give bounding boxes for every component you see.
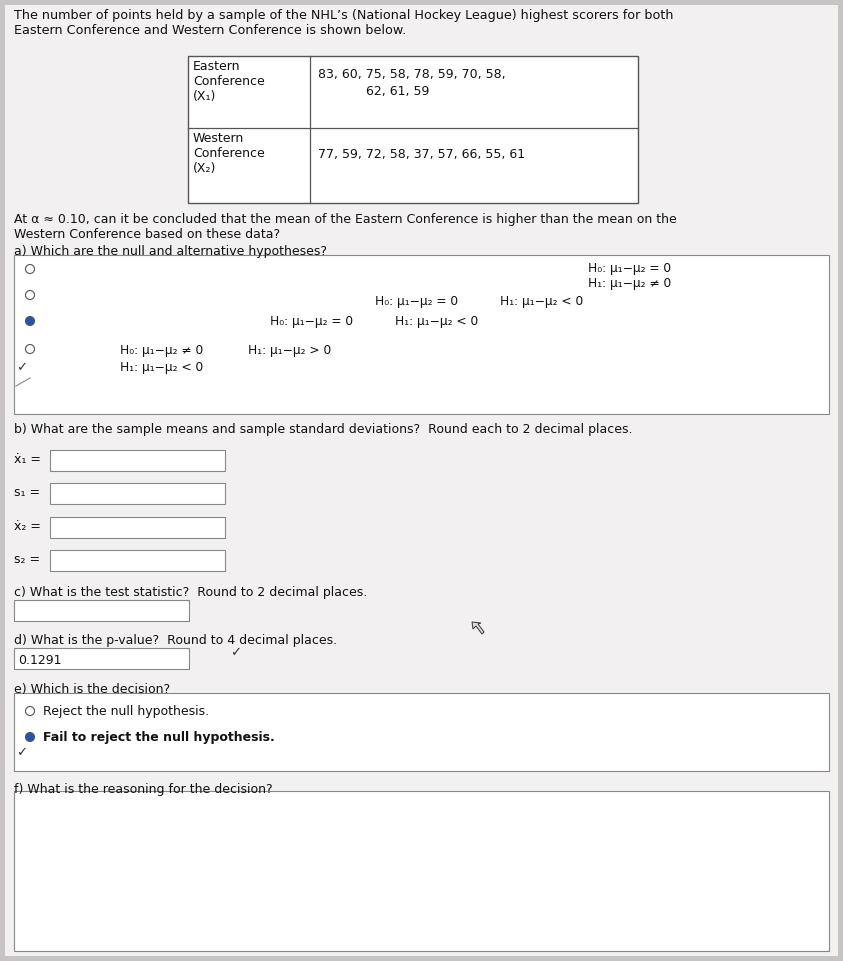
Text: Western
Conference
(X₂): Western Conference (X₂) <box>193 132 265 175</box>
Text: Fail to reject the null hypothesis.: Fail to reject the null hypothesis. <box>43 731 275 744</box>
Text: 62, 61, 59: 62, 61, 59 <box>318 85 429 98</box>
Bar <box>14 693 829 771</box>
Text: b) What are the sample means and sample standard deviations?  Round each to 2 de: b) What are the sample means and sample … <box>14 423 632 436</box>
Text: ✓: ✓ <box>16 746 27 759</box>
Text: The number of points held by a sample of the NHL’s (National Hockey League) high: The number of points held by a sample of… <box>14 9 674 37</box>
Bar <box>14 648 189 669</box>
Text: H₁: μ₁−μ₂ < 0: H₁: μ₁−μ₂ < 0 <box>395 315 478 328</box>
Text: 83, 60, 75, 58, 78, 59, 70, 58,: 83, 60, 75, 58, 78, 59, 70, 58, <box>318 68 506 81</box>
Text: H₀: μ₁−μ₂ = 0: H₀: μ₁−μ₂ = 0 <box>588 262 671 275</box>
Text: f) What is the reasoning for the decision?: f) What is the reasoning for the decisio… <box>14 783 272 796</box>
Text: H₀: μ₁−μ₂ ≠ 0: H₀: μ₁−μ₂ ≠ 0 <box>120 344 203 357</box>
Bar <box>14 600 189 621</box>
Text: ✓: ✓ <box>16 361 27 374</box>
Text: At α ≈ 0.10, can it be concluded that the mean of the Eastern Conference is high: At α ≈ 0.10, can it be concluded that th… <box>14 213 677 226</box>
Circle shape <box>25 732 35 742</box>
Bar <box>14 791 829 951</box>
Bar <box>50 483 225 504</box>
Text: s₁ =: s₁ = <box>14 486 40 499</box>
Text: H₁: μ₁−μ₂ < 0: H₁: μ₁−μ₂ < 0 <box>500 295 583 308</box>
Bar <box>50 550 225 571</box>
Bar <box>14 255 829 414</box>
Text: Western Conference based on these data?: Western Conference based on these data? <box>14 228 280 241</box>
Text: Reject the null hypothesis.: Reject the null hypothesis. <box>43 705 209 718</box>
Text: H₁: μ₁−μ₂ < 0: H₁: μ₁−μ₂ < 0 <box>120 361 203 374</box>
Circle shape <box>25 316 35 326</box>
Text: 77, 59, 72, 58, 37, 57, 66, 55, 61: 77, 59, 72, 58, 37, 57, 66, 55, 61 <box>318 148 525 161</box>
Text: e) Which is the decision?: e) Which is the decision? <box>14 683 170 696</box>
Text: ẋ₂ =: ẋ₂ = <box>14 520 41 533</box>
Bar <box>188 56 638 203</box>
Polygon shape <box>472 622 484 634</box>
Text: c) What is the test statistic?  Round to 2 decimal places.: c) What is the test statistic? Round to … <box>14 586 368 599</box>
Text: H₀: μ₁−μ₂ = 0: H₀: μ₁−μ₂ = 0 <box>375 295 458 308</box>
Text: ✓: ✓ <box>230 646 241 659</box>
Text: a) Which are the null and alternative hypotheses?: a) Which are the null and alternative hy… <box>14 245 327 258</box>
Text: H₀: μ₁−μ₂ = 0: H₀: μ₁−μ₂ = 0 <box>270 315 353 328</box>
Text: 0.1291: 0.1291 <box>18 654 62 667</box>
Text: Eastern
Conference
(X₁): Eastern Conference (X₁) <box>193 60 265 103</box>
Text: H₁: μ₁−μ₂ > 0: H₁: μ₁−μ₂ > 0 <box>248 344 331 357</box>
Bar <box>50 517 225 538</box>
Text: d) What is the p-value?  Round to 4 decimal places.: d) What is the p-value? Round to 4 decim… <box>14 634 337 647</box>
Text: ẋ₁ =: ẋ₁ = <box>14 453 41 466</box>
Bar <box>50 450 225 471</box>
Text: H₁: μ₁−μ₂ ≠ 0: H₁: μ₁−μ₂ ≠ 0 <box>588 277 671 290</box>
Text: s₂ =: s₂ = <box>14 553 40 566</box>
